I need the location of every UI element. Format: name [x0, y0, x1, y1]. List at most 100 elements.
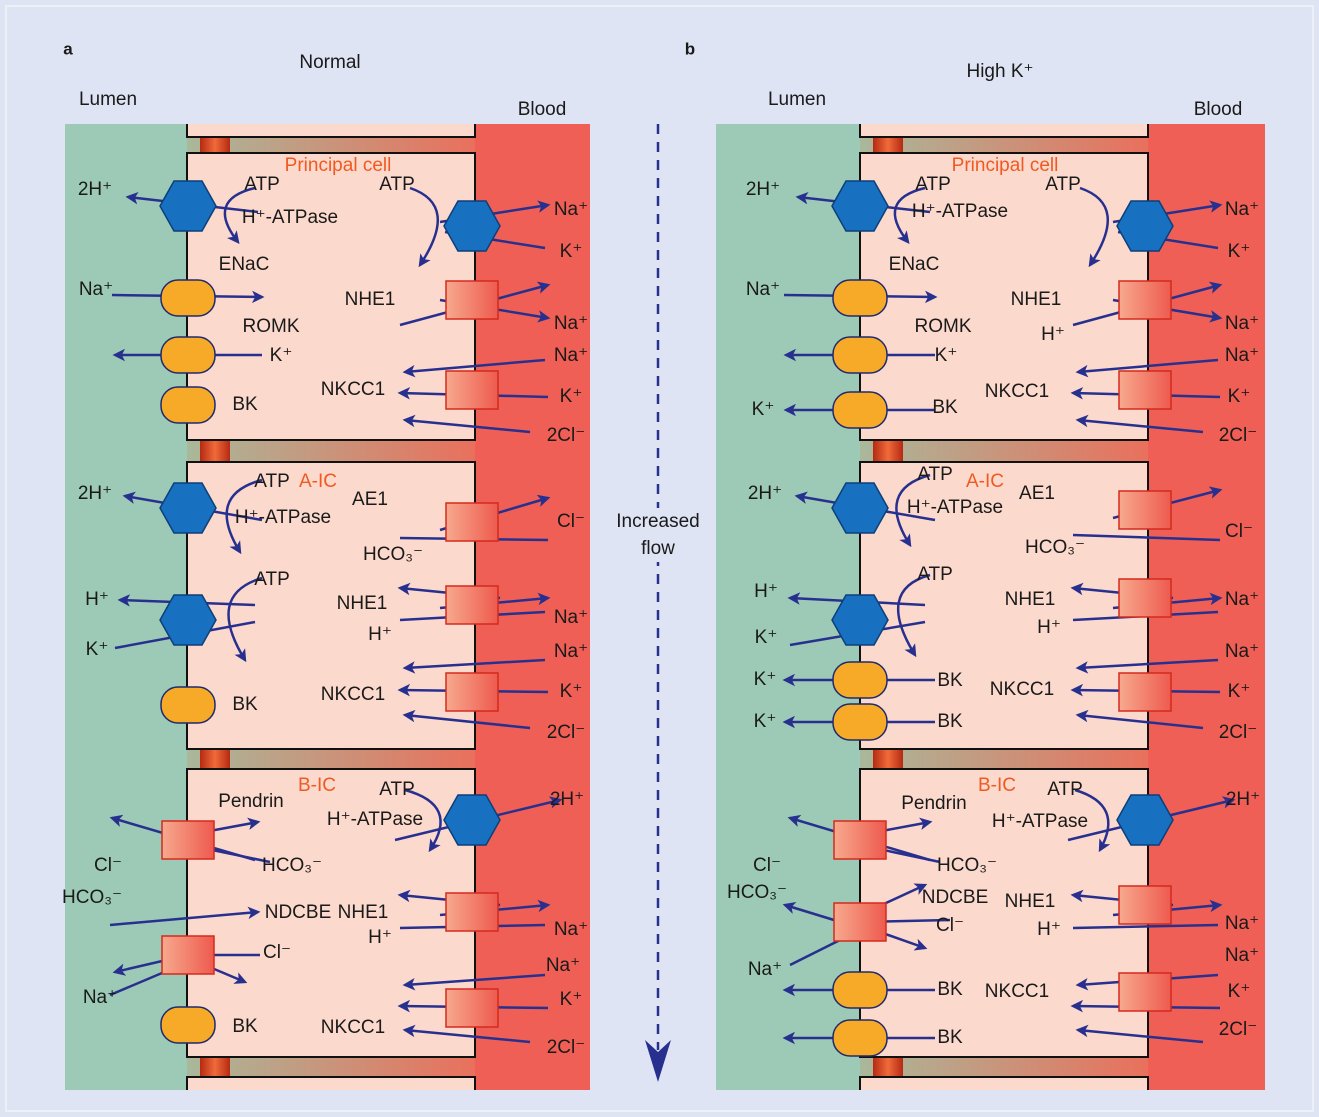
- ion-label: H⁺: [85, 589, 109, 610]
- ion-label: K⁺: [560, 241, 583, 262]
- panel-letter: a: [63, 39, 73, 58]
- ion-label: 2Cl⁻: [1219, 722, 1258, 743]
- channel: [833, 1020, 887, 1056]
- cell-partial: [187, 124, 475, 137]
- transporter: [1119, 973, 1171, 1011]
- cell-partial: [860, 1077, 1148, 1090]
- ion-label: Na⁺: [79, 279, 113, 300]
- ion-label: K⁺: [270, 345, 293, 366]
- ion-label: NKCC1: [321, 1017, 385, 1038]
- ion-label: H⁺: [754, 581, 778, 602]
- ion-label: 2Cl⁻: [1219, 1019, 1258, 1040]
- ion-label: NDCBE: [265, 902, 332, 923]
- ion-label: 2H⁺: [78, 483, 112, 504]
- transporter: [446, 673, 498, 711]
- cell-name: B-IC: [978, 775, 1016, 796]
- ion-label: Na⁺: [554, 345, 588, 366]
- transporter: [834, 903, 886, 941]
- ion-label: Pendrin: [901, 793, 967, 814]
- ion-label: 2H⁺: [746, 179, 780, 200]
- cell-name: Principal cell: [952, 155, 1059, 176]
- ion-label: BK: [937, 670, 963, 691]
- ion-label: Cl⁻: [263, 942, 291, 963]
- ion-label: K⁺: [560, 681, 583, 702]
- ion-label: NHE1: [1005, 589, 1056, 610]
- ion-label: ATP: [917, 464, 953, 485]
- ion-label: Na⁺: [1225, 313, 1259, 334]
- lumen-label: Lumen: [79, 89, 137, 110]
- cell-name: B-IC: [298, 775, 336, 796]
- ion-label: NHE1: [1005, 891, 1056, 912]
- ion-label: 2H⁺: [550, 789, 584, 810]
- channel: [161, 387, 215, 423]
- ion-label: NHE1: [1011, 289, 1062, 310]
- ion-label: Na⁺: [1225, 945, 1259, 966]
- ion-label: ATP: [379, 779, 415, 800]
- ion-label: HCO₃⁻: [262, 855, 322, 876]
- ion-label: NDCBE: [922, 887, 989, 908]
- ion-label: AE1: [352, 489, 388, 510]
- ion-label: Cl⁻: [753, 855, 781, 876]
- ion-label: Na⁺: [554, 641, 588, 662]
- ion-label: ATP: [244, 174, 280, 195]
- channel: [833, 704, 887, 740]
- channel: [833, 392, 887, 428]
- ion-label: Na⁺: [546, 955, 580, 976]
- channel: [161, 1007, 215, 1043]
- ion-label: BK: [937, 979, 963, 1000]
- ion-label: Pendrin: [218, 791, 284, 812]
- ion-label: Cl⁻: [94, 855, 122, 876]
- ion-label: BK: [937, 711, 963, 732]
- ion-label: Na⁺: [83, 987, 117, 1008]
- ion-label: NKCC1: [321, 684, 385, 705]
- ion-label: Na⁺: [1225, 913, 1259, 934]
- ion-label: H⁺: [1037, 617, 1061, 638]
- ion-label: ATP: [1045, 174, 1081, 195]
- ion-label: H⁺: [368, 624, 392, 645]
- ion-label: ATP: [379, 174, 415, 195]
- ion-label: H⁺: [368, 927, 392, 948]
- ion-label: NHE1: [338, 902, 389, 923]
- ion-label: ROMK: [243, 316, 300, 337]
- cell-name: A-IC: [299, 471, 337, 492]
- panel-title: Normal: [299, 52, 360, 73]
- transporter: [162, 936, 214, 974]
- ion-label: BK: [232, 694, 258, 715]
- ion-label: BK: [937, 1027, 963, 1048]
- ion-label: ATP: [917, 564, 953, 585]
- ion-label: ATP: [254, 471, 290, 492]
- channel: [161, 687, 215, 723]
- flow-label: Increased flow: [612, 508, 704, 562]
- transporter: [162, 821, 214, 859]
- ion-label: Na⁺: [554, 919, 588, 940]
- cell-name: A-IC: [966, 471, 1004, 492]
- channel: [833, 972, 887, 1008]
- ion-label: ATP: [254, 569, 290, 590]
- ion-label: K⁺: [935, 345, 958, 366]
- channel: [161, 280, 215, 316]
- transporter: [446, 371, 498, 409]
- ion-label: HCO₃⁻: [1025, 537, 1085, 558]
- lumen: [716, 124, 860, 1090]
- diagram: a Normal Lumen Blood Principal cell A-IC B-IC 2…: [0, 0, 1319, 1117]
- ion-label: ENaC: [219, 254, 270, 275]
- ion-label: ENaC: [889, 254, 940, 275]
- ion-label: NKCC1: [990, 679, 1054, 700]
- cell-name: Principal cell: [285, 155, 392, 176]
- transporter: [1119, 673, 1171, 711]
- ion-label: Na⁺: [554, 313, 588, 334]
- ion-label: AE1: [1019, 483, 1055, 504]
- ion-label: 2Cl⁻: [547, 1037, 586, 1058]
- ion-label: 2Cl⁻: [1219, 425, 1258, 446]
- blood-label: Blood: [1194, 99, 1243, 120]
- ion-label: H⁺-ATPase: [992, 811, 1088, 832]
- transporter: [446, 893, 498, 931]
- ion-label: ATP: [915, 174, 951, 195]
- ion-label: NKCC1: [985, 981, 1049, 1002]
- ion-label: K⁺: [755, 627, 778, 648]
- panel-letter: b: [685, 39, 695, 58]
- ion-label: K⁺: [1228, 681, 1251, 702]
- ion-label: 2H⁺: [1226, 789, 1260, 810]
- ion-label: K⁺: [1228, 241, 1251, 262]
- channel: [833, 280, 887, 316]
